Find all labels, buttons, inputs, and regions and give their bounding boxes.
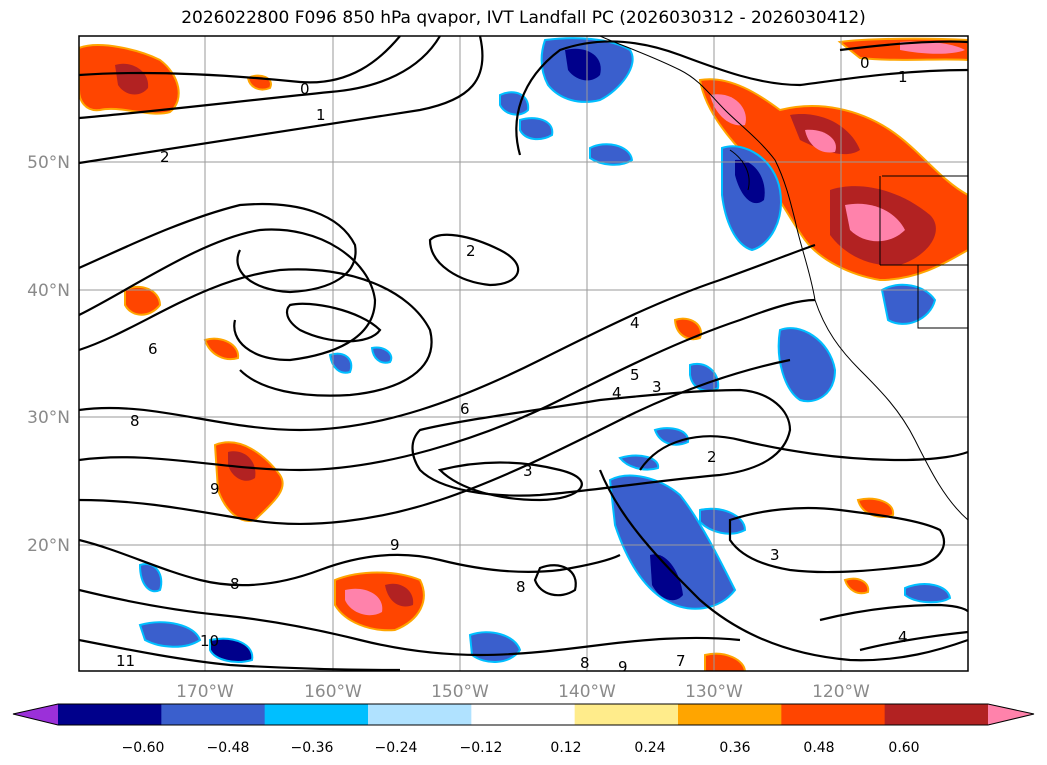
colorbar: −0.60 −0.48 −0.36 −0.24 −0.12 0.12 0.24 … — [12, 703, 1035, 756]
longitude-labels: 170°W 160°W 150°W 140°W 130°W 120°W — [176, 682, 870, 702]
map-area: 0 0 1 1 2 2 2 3 3 3 4 4 4 5 6 6 7 8 8 8 … — [79, 36, 968, 676]
colorbar-tick: −0.12 — [460, 740, 503, 756]
colorbar-cell — [574, 704, 679, 725]
contour-label: 4 — [630, 314, 640, 332]
contour-label: 10 — [200, 632, 219, 650]
lon-label: 140°W — [558, 682, 616, 702]
colorbar-tick: 0.36 — [719, 740, 750, 756]
contour-label: 8 — [580, 654, 590, 672]
colorbar-cell — [13, 704, 58, 725]
colorbar-tick: 0.24 — [634, 740, 665, 756]
colorbar-cell — [58, 704, 162, 725]
contour-label: 9 — [618, 658, 628, 676]
contour-label: 5 — [630, 366, 640, 384]
contour-label: 8 — [130, 412, 140, 430]
lat-label: 20°N — [27, 536, 70, 556]
contour-label: 3 — [770, 546, 780, 564]
lon-label: 170°W — [176, 682, 234, 702]
contour-labels: 0 0 1 1 2 2 2 3 3 3 4 4 4 5 6 6 7 8 8 8 … — [116, 54, 908, 676]
contour-label: 2 — [466, 242, 476, 260]
map-frame — [78, 35, 969, 672]
colorbar-tick: 0.12 — [550, 740, 581, 756]
contour-label: 4 — [898, 628, 908, 646]
contour-label: 9 — [210, 480, 220, 498]
contour-label: 6 — [148, 340, 158, 358]
colorbar-tick: −0.48 — [207, 740, 250, 756]
colorbar-cell — [988, 704, 1034, 725]
colorbar-tick: 0.60 — [888, 740, 919, 756]
lat-label: 50°N — [27, 153, 70, 173]
contour-label: 3 — [523, 462, 533, 480]
contour-label: 1 — [316, 106, 326, 124]
contour-label: 0 — [860, 54, 870, 72]
contour-label: 11 — [116, 652, 135, 670]
contour-label: 9 — [390, 536, 400, 554]
coastline — [599, 36, 968, 521]
contour-lines — [79, 36, 968, 671]
contour-label: 3 — [652, 378, 662, 396]
colorbar-cell — [781, 704, 886, 725]
contour-label: 2 — [707, 448, 717, 466]
contour-label: 0 — [300, 80, 310, 98]
contour-label: 8 — [516, 578, 526, 596]
colorbar-cell — [264, 704, 369, 725]
colorbar-cell — [161, 704, 266, 725]
contour-label: 2 — [160, 148, 170, 166]
anomaly-fill — [79, 37, 968, 671]
lon-label: 130°W — [685, 682, 743, 702]
contour-label: 6 — [460, 400, 470, 418]
contour-label: 1 — [898, 68, 908, 86]
lon-label: 150°W — [431, 682, 489, 702]
colorbar-cell — [678, 704, 782, 725]
colorbar-tick: −0.36 — [291, 740, 334, 756]
map-title: 2026022800 F096 850 hPa qvapor, IVT Land… — [181, 8, 866, 28]
contour-label: 7 — [676, 652, 686, 670]
lon-label: 160°W — [304, 682, 362, 702]
colorbar-cell — [471, 704, 576, 725]
contour-label: 8 — [230, 575, 240, 593]
latitude-labels: 50°N 40°N 30°N 20°N — [27, 153, 70, 556]
colorbar-tick: −0.60 — [122, 740, 165, 756]
colorbar-tick: −0.24 — [375, 740, 418, 756]
colorbar-cell — [884, 704, 989, 725]
lat-label: 40°N — [27, 281, 70, 301]
lon-label: 120°W — [812, 682, 870, 702]
lat-label: 30°N — [27, 408, 70, 428]
colorbar-tick: 0.48 — [803, 740, 834, 756]
contour-label: 4 — [612, 384, 622, 402]
colorbar-cell — [368, 704, 472, 725]
